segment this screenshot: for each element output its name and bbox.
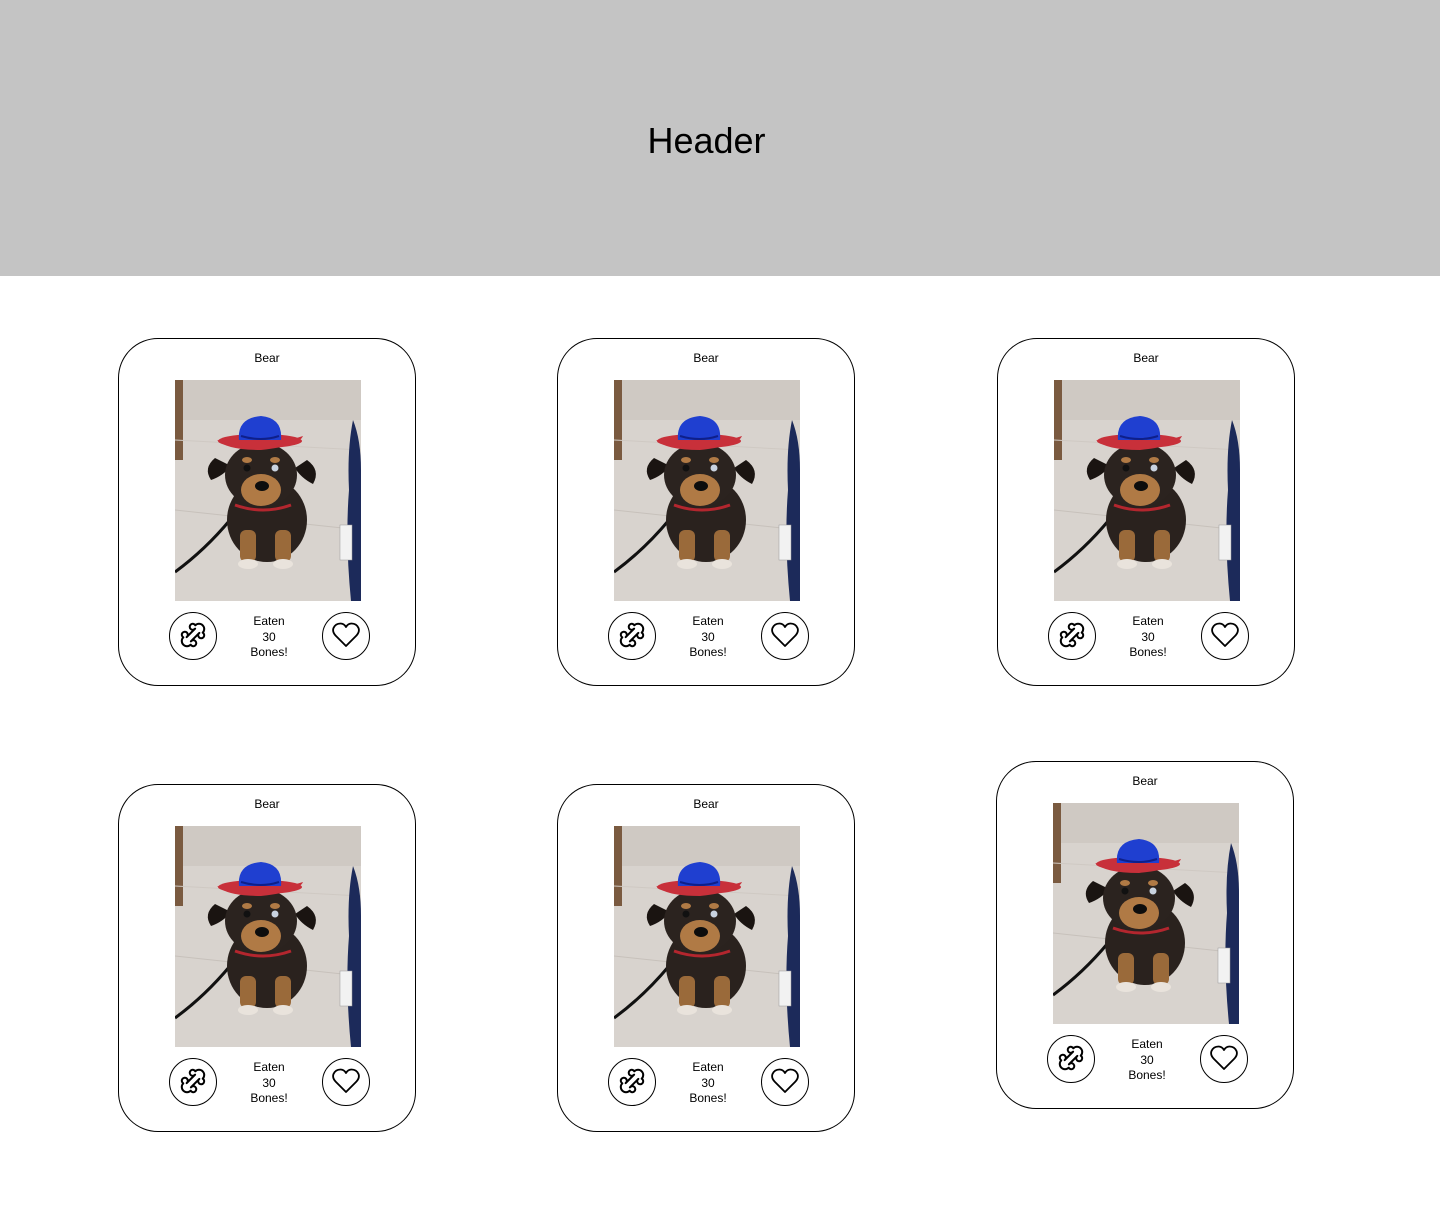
feed-bone-button[interactable] — [608, 1058, 656, 1106]
dog-name: Bear — [693, 797, 719, 811]
dog-photo — [175, 826, 361, 1047]
eaten-label: Eaten — [692, 614, 724, 628]
bones-eaten-counter: Eaten 30 Bones! — [1115, 614, 1181, 661]
feed-bone-button[interactable] — [1047, 1035, 1095, 1083]
header-title: Header — [647, 120, 766, 161]
feed-bone-button[interactable] — [169, 1058, 217, 1106]
heart-icon — [1210, 1045, 1238, 1074]
eaten-label: Eaten — [1132, 614, 1164, 628]
bones-label: Bones! — [1128, 1068, 1166, 1082]
like-heart-button[interactable] — [761, 1058, 809, 1106]
dog-photo — [1054, 380, 1240, 601]
dog-name: Bear — [1132, 774, 1158, 788]
dog-photo — [175, 380, 361, 601]
dog-card: Bear — [118, 784, 416, 1132]
heart-icon — [771, 1068, 799, 1097]
eaten-count: 30 — [701, 629, 715, 644]
bones-label: Bones! — [689, 1091, 727, 1105]
heart-icon — [332, 1068, 360, 1097]
like-heart-button[interactable] — [322, 1058, 370, 1106]
bone-icon — [618, 1067, 646, 1098]
bones-label: Bones! — [250, 645, 288, 659]
dog-name: Bear — [693, 351, 719, 365]
like-heart-button[interactable] — [322, 612, 370, 660]
dog-card: Bear — [996, 761, 1294, 1109]
dog-name: Bear — [254, 351, 280, 365]
dog-name: Bear — [254, 797, 280, 811]
eaten-count: 30 — [262, 629, 276, 644]
page-header: Header — [0, 0, 1440, 276]
eaten-count: 30 — [262, 1075, 276, 1090]
eaten-count: 30 — [1140, 1052, 1154, 1067]
feed-bone-button[interactable] — [1048, 612, 1096, 660]
eaten-label: Eaten — [1131, 1037, 1163, 1051]
bones-label: Bones! — [250, 1091, 288, 1105]
dog-card: Bear — [557, 338, 855, 686]
dog-photo — [1053, 803, 1239, 1024]
like-heart-button[interactable] — [761, 612, 809, 660]
eaten-count: 30 — [1141, 629, 1155, 644]
bone-icon — [1057, 1044, 1085, 1075]
bones-eaten-counter: Eaten 30 Bones! — [675, 614, 741, 661]
bones-label: Bones! — [1129, 645, 1167, 659]
bones-eaten-counter: Eaten 30 Bones! — [675, 1060, 741, 1107]
bones-eaten-counter: Eaten 30 Bones! — [1114, 1037, 1180, 1084]
eaten-label: Eaten — [692, 1060, 724, 1074]
dog-card: Bear — [118, 338, 416, 686]
dog-photo — [614, 380, 800, 601]
bone-icon — [618, 621, 646, 652]
dog-photo — [614, 826, 800, 1047]
heart-icon — [771, 622, 799, 651]
dog-card: Bear — [997, 338, 1295, 686]
like-heart-button[interactable] — [1201, 612, 1249, 660]
bone-icon — [179, 621, 207, 652]
bones-label: Bones! — [689, 645, 727, 659]
feed-bone-button[interactable] — [169, 612, 217, 660]
bone-icon — [1058, 621, 1086, 652]
dog-name: Bear — [1133, 351, 1159, 365]
bone-icon — [179, 1067, 207, 1098]
eaten-label: Eaten — [253, 614, 285, 628]
heart-icon — [332, 622, 360, 651]
feed-bone-button[interactable] — [608, 612, 656, 660]
dog-card: Bear — [557, 784, 855, 1132]
heart-icon — [1211, 622, 1239, 651]
eaten-label: Eaten — [253, 1060, 285, 1074]
bones-eaten-counter: Eaten 30 Bones! — [236, 614, 302, 661]
eaten-count: 30 — [701, 1075, 715, 1090]
like-heart-button[interactable] — [1200, 1035, 1248, 1083]
bones-eaten-counter: Eaten 30 Bones! — [236, 1060, 302, 1107]
